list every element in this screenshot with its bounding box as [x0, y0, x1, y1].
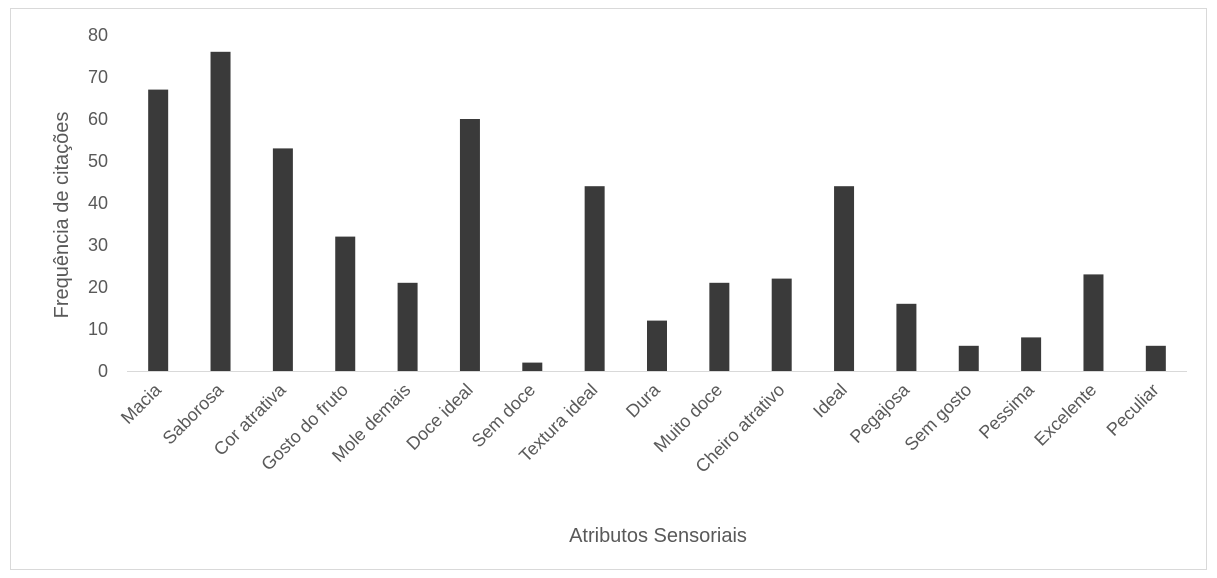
y-tick-label: 0 [98, 361, 108, 381]
bar-saborosa [210, 51, 231, 372]
bar-doce-ideal [459, 119, 480, 371]
y-axis-ticks: 0 10 20 30 40 50 60 70 80 [88, 25, 108, 381]
x-tick-label: Macia [117, 379, 166, 428]
bar-peculiar [1145, 345, 1166, 371]
bar-muito-doce [709, 282, 730, 371]
bar-cheiro-atrativo [771, 278, 792, 371]
x-tick-label: Pessima [975, 379, 1039, 443]
x-tick-label: Ideal [809, 380, 851, 422]
bar-ideal [834, 186, 855, 371]
y-tick-label: 50 [88, 151, 108, 171]
bar-pessima [1021, 337, 1042, 371]
y-tick-label: 80 [88, 25, 108, 45]
x-tick-label: Doce ideal [402, 380, 476, 454]
y-tick-label: 10 [88, 319, 108, 339]
bar-cor-atrativa [272, 148, 293, 371]
bar-pegajosa [896, 303, 917, 371]
y-tick-label: 40 [88, 193, 108, 213]
x-tick-label: Sem gosto [901, 380, 976, 455]
x-tick-label: Peculiar [1103, 380, 1163, 440]
bars [148, 51, 1166, 372]
bar-mole-demais [397, 282, 418, 371]
y-tick-label: 30 [88, 235, 108, 255]
bar-sem-doce [522, 362, 543, 371]
y-axis-title: Frequência de citações [51, 112, 73, 319]
x-axis-title: Atributos Sensoriais [569, 525, 747, 547]
y-tick-label: 70 [88, 67, 108, 87]
bar-sem-gosto [958, 345, 979, 371]
x-tick-label: Excelente [1030, 380, 1100, 450]
y-tick-label: 20 [88, 277, 108, 297]
bar-macia [148, 89, 169, 371]
bar-textura-ideal [584, 186, 605, 371]
bar-excelente [1083, 274, 1104, 371]
bar-gosto-do-fruto [335, 236, 356, 371]
bar-dura [647, 320, 667, 371]
y-tick-label: 60 [88, 109, 108, 129]
x-tick-label: Dura [622, 379, 664, 421]
chart-frame [10, 8, 1207, 570]
